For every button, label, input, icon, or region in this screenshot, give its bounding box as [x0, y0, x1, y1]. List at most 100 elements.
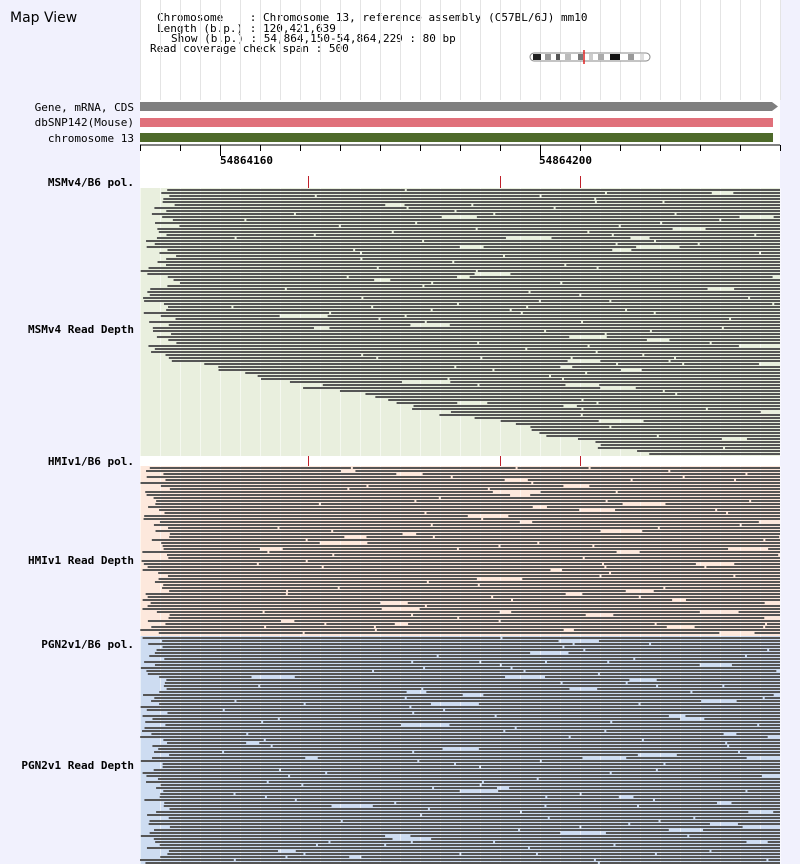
read-segment: [148, 345, 588, 347]
read-segment: [498, 790, 746, 792]
read-segment: [160, 485, 367, 487]
read-segment: [510, 273, 780, 275]
read-segment: [140, 706, 410, 708]
read-segment: [664, 390, 780, 392]
app-title: Map View: [10, 10, 78, 26]
read-segment: [140, 667, 424, 669]
read-segment: [286, 288, 708, 290]
read-segment: [148, 267, 377, 269]
read-segment: [167, 712, 413, 714]
read-segment: [152, 330, 545, 332]
read-segment: [154, 207, 407, 209]
read-segment: [703, 829, 780, 831]
read-segment: [705, 228, 780, 230]
read-segment: [440, 497, 780, 499]
read-segment: [416, 500, 606, 502]
read-segment: [733, 192, 780, 194]
read-segment: [456, 210, 780, 212]
read-depth-panel[interactable]: [140, 188, 781, 456]
read-segment: [736, 700, 780, 702]
read-segment: [747, 473, 780, 475]
read-segment: [704, 718, 780, 720]
read-segment: [175, 318, 379, 320]
chromosome-ideogram[interactable]: [529, 50, 651, 64]
read-segment: [660, 820, 780, 822]
polymorphism-row: [140, 456, 780, 466]
read-segment: [162, 587, 338, 589]
read-segment: [735, 575, 780, 577]
read-segment: [307, 560, 780, 562]
read-segment: [149, 467, 351, 469]
read-segment: [288, 590, 626, 592]
read-segment: [372, 805, 545, 807]
length-info: Length (b.p.) : 120,421,639: [157, 22, 336, 35]
read-segment: [740, 751, 780, 753]
read-segment: [546, 330, 650, 332]
read-depth-panel[interactable]: [140, 466, 781, 636]
read-segment: [412, 408, 582, 410]
read-segment: [339, 390, 663, 392]
read-segment: [750, 297, 780, 299]
read-segment: [658, 685, 723, 687]
read-segment: [159, 691, 407, 693]
gene-track-bar[interactable]: [140, 102, 772, 111]
read-segment: [527, 348, 780, 350]
read-segment: [501, 664, 700, 666]
read-segment: [530, 494, 780, 496]
read-segment: [515, 423, 780, 425]
chromosome-track-bar[interactable]: [140, 133, 773, 142]
read-segment: [142, 569, 551, 571]
read-segment: [169, 826, 580, 828]
read-segment: [483, 694, 774, 696]
read-segment: [474, 417, 780, 419]
read-segment: [164, 682, 561, 684]
read-segment: [406, 315, 780, 317]
read-segment: [166, 234, 314, 236]
read-segment: [547, 796, 619, 798]
read-segment: [158, 748, 443, 750]
read-segment: [366, 536, 433, 538]
read-segment: [166, 688, 422, 690]
read-segment: [303, 784, 480, 786]
read-segment: [164, 512, 425, 514]
read-segment: [331, 312, 521, 314]
read-segment: [155, 530, 332, 532]
dbsnp-track-label: dbSNP142(Mouse): [34, 116, 134, 129]
read-segment: [642, 530, 780, 532]
dbsnp-track-bar[interactable]: [140, 118, 773, 127]
read-segment: [268, 781, 482, 783]
read-segment: [304, 632, 720, 634]
read-segment: [589, 485, 780, 487]
read-segment: [161, 542, 320, 544]
read-segment: [396, 402, 458, 404]
read-segment: [609, 661, 780, 663]
read-segment: [407, 602, 765, 604]
read-segment: [450, 411, 761, 413]
read-segment: [426, 691, 691, 693]
read-segment: [583, 399, 780, 401]
read-segment: [533, 482, 780, 484]
read-segment: [169, 590, 287, 592]
read-segment: [583, 408, 706, 410]
read-segment: [449, 378, 562, 380]
read-segment: [734, 563, 780, 565]
read-depth-panel[interactable]: [140, 636, 781, 864]
read-segment: [164, 802, 395, 804]
read-segment: [568, 652, 780, 654]
read-segment: [562, 282, 780, 284]
read-segment: [296, 799, 653, 801]
read-segment: [649, 453, 780, 455]
read-segment: [362, 258, 780, 260]
read-segment: [530, 426, 610, 428]
read-segment: [287, 856, 350, 858]
read-segment: [731, 318, 780, 320]
read-segment: [469, 276, 773, 278]
read-segment: [266, 626, 374, 628]
read-segment: [144, 300, 539, 302]
chromosome-info: Chromosome : Chromosome 13, reference as…: [157, 11, 588, 24]
ruler-label-2: 54864200: [539, 154, 592, 167]
read-segment: [163, 739, 264, 741]
read-segment: [530, 291, 780, 293]
read-segment: [147, 273, 475, 275]
